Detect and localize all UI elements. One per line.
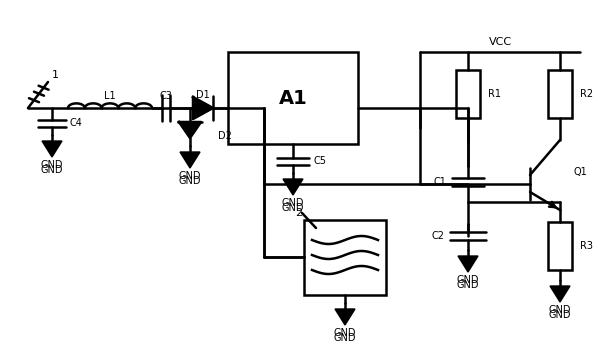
Polygon shape (458, 256, 478, 272)
Polygon shape (180, 152, 200, 168)
Text: GND: GND (456, 280, 479, 290)
Text: A1: A1 (278, 89, 307, 108)
Text: GND: GND (334, 333, 356, 343)
Text: Q1: Q1 (574, 167, 588, 177)
Text: GND: GND (549, 310, 571, 320)
Text: GND: GND (179, 171, 201, 181)
Text: R1: R1 (488, 89, 501, 99)
Text: GND: GND (282, 198, 304, 208)
Polygon shape (42, 141, 62, 157)
Text: GND: GND (456, 275, 479, 285)
Polygon shape (335, 309, 355, 325)
Text: GND: GND (549, 305, 571, 315)
Text: VCC: VCC (488, 37, 511, 47)
Text: 1: 1 (52, 70, 59, 80)
Text: GND: GND (41, 165, 63, 175)
Text: R3: R3 (580, 241, 593, 251)
Bar (548, 70, 572, 118)
Text: C3: C3 (160, 91, 172, 101)
Text: GND: GND (334, 328, 356, 338)
Text: C4: C4 (70, 118, 83, 128)
Text: D1: D1 (196, 90, 210, 100)
Text: 2: 2 (295, 208, 302, 218)
Text: GND: GND (41, 160, 63, 170)
Bar (304, 220, 386, 295)
Polygon shape (179, 122, 201, 138)
Bar (228, 52, 358, 144)
Bar (456, 70, 480, 118)
Text: C1: C1 (433, 177, 446, 187)
Text: R2: R2 (580, 89, 593, 99)
Polygon shape (550, 286, 570, 302)
Text: C5: C5 (313, 156, 326, 166)
Text: C2: C2 (431, 231, 444, 241)
Text: GND: GND (282, 203, 304, 213)
Polygon shape (283, 179, 303, 195)
Bar (548, 222, 572, 270)
Polygon shape (193, 97, 213, 119)
Text: L1: L1 (104, 91, 116, 101)
Text: GND: GND (179, 176, 201, 186)
Text: D2: D2 (218, 131, 232, 141)
